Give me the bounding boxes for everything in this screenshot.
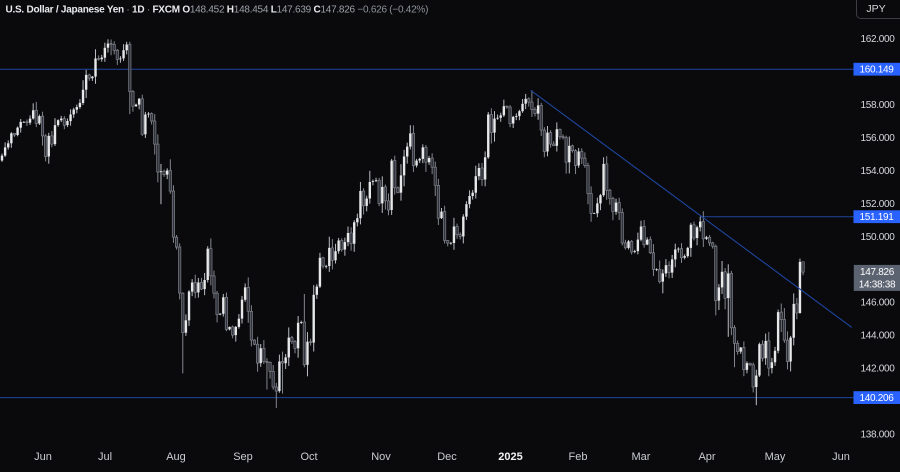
svg-text:160.149: 160.149 [859, 65, 894, 76]
svg-text:146.000: 146.000 [860, 298, 895, 309]
svg-text:156.000: 156.000 [860, 133, 895, 144]
svg-text:2025: 2025 [498, 451, 522, 463]
svg-text:May: May [765, 451, 786, 463]
svg-text:158.000: 158.000 [860, 100, 895, 111]
svg-text:Mar: Mar [632, 451, 651, 463]
svg-text:U.S. Dollar / Japanese Yen · 1: U.S. Dollar / Japanese Yen · 1D · FXCM O… [6, 5, 429, 16]
svg-text:138.000: 138.000 [860, 430, 895, 441]
svg-text:147.826: 147.826 [860, 267, 895, 278]
svg-text:Aug: Aug [166, 451, 186, 463]
svg-text:Apr: Apr [698, 451, 715, 463]
svg-text:JPY: JPY [866, 3, 885, 15]
svg-text:Oct: Oct [300, 451, 317, 463]
svg-text:151.191: 151.191 [859, 212, 894, 223]
svg-text:Jul: Jul [98, 451, 112, 463]
svg-text:142.000: 142.000 [860, 364, 895, 375]
svg-text:Jun: Jun [34, 451, 52, 463]
svg-text:152.000: 152.000 [860, 199, 895, 210]
svg-text:Jun: Jun [832, 451, 850, 463]
svg-text:Feb: Feb [569, 451, 588, 463]
svg-text:14:38:38: 14:38:38 [859, 279, 896, 290]
svg-text:Dec: Dec [437, 451, 457, 463]
svg-text:154.000: 154.000 [860, 166, 895, 177]
svg-text:140.206: 140.206 [859, 393, 894, 404]
svg-text:144.000: 144.000 [860, 331, 895, 342]
svg-text:162.000: 162.000 [860, 34, 895, 45]
svg-text:Nov: Nov [371, 451, 391, 463]
svg-text:Sep: Sep [233, 451, 253, 463]
svg-text:150.000: 150.000 [860, 232, 895, 243]
